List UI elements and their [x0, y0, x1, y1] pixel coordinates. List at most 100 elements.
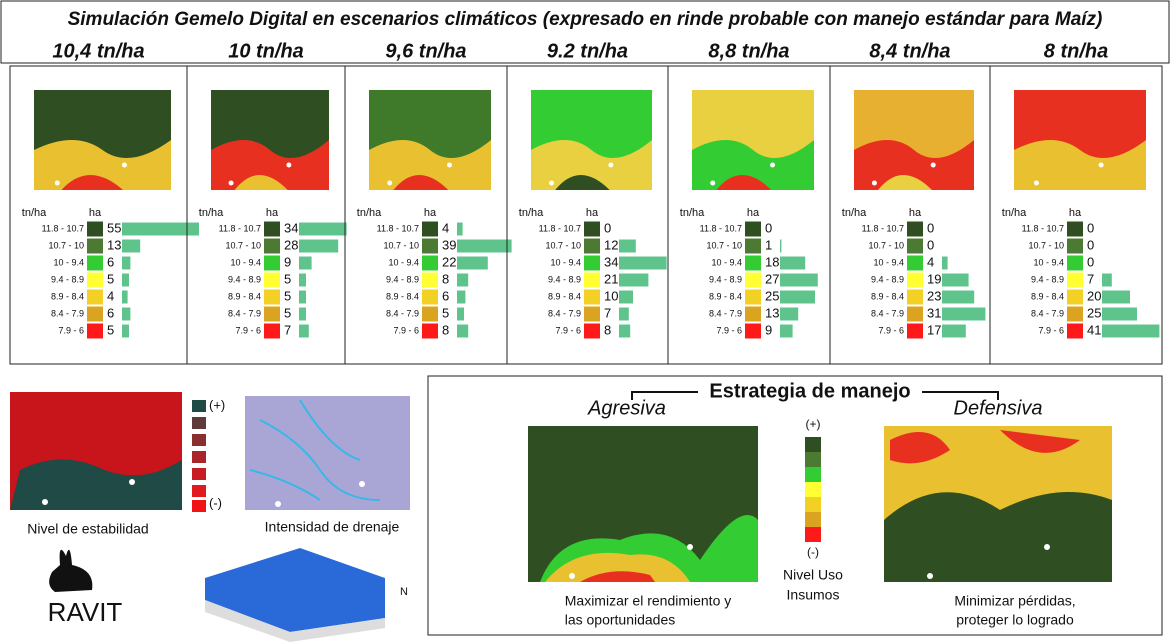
map-zone	[545, 552, 690, 582]
class-swatch	[422, 238, 438, 254]
bar	[942, 273, 969, 287]
map-point	[447, 162, 453, 168]
caption: Minimizar pérdidas,	[954, 593, 1075, 609]
category-label: 10 - 9.4	[873, 257, 904, 267]
category-label: 7.9 - 6	[58, 325, 84, 335]
class-swatch	[264, 323, 280, 339]
bar	[780, 324, 793, 338]
bar	[457, 324, 469, 338]
value-label: 12	[604, 237, 618, 252]
category-label: 7.9 - 6	[393, 325, 419, 335]
terrain-side	[205, 600, 385, 642]
value-label: 25	[1087, 305, 1101, 320]
map-point	[770, 162, 776, 168]
value-header: ha	[266, 207, 279, 219]
class-swatch	[1067, 221, 1083, 237]
category-label: 10 - 9.4	[230, 257, 261, 267]
bar	[619, 256, 667, 270]
map-zone	[555, 175, 610, 190]
map-point	[569, 573, 575, 579]
bar	[942, 290, 975, 304]
value-label: 31	[927, 305, 941, 320]
aggressive-label: Agresiva	[587, 397, 666, 419]
bar	[122, 290, 128, 304]
value-label: 5	[284, 271, 291, 286]
bar	[619, 324, 631, 338]
class-swatch	[1067, 289, 1083, 305]
arrows	[631, 391, 999, 400]
class-swatch	[584, 255, 600, 271]
category-label: 10 - 9.4	[550, 257, 581, 267]
map-zone	[61, 175, 124, 190]
category-label: 11.8 - 10.7	[700, 223, 742, 233]
value-label: 9	[765, 322, 772, 337]
category-label: 8.4 - 7.9	[228, 308, 261, 318]
map-point	[54, 180, 60, 186]
value-label: 22	[442, 254, 456, 269]
class-swatch	[584, 323, 600, 339]
bar	[122, 222, 199, 236]
scenario-box	[9, 65, 1163, 365]
value-label: 39	[442, 237, 456, 252]
scale-label: Nivel Uso	[783, 567, 843, 583]
category-label: 9.4 - 8.9	[871, 274, 904, 284]
bar	[780, 239, 782, 253]
value-label: 0	[604, 220, 611, 235]
map-point	[129, 479, 135, 485]
category-label: 8.9 - 8.4	[871, 291, 904, 301]
class-swatch	[584, 289, 600, 305]
value-label: 55	[107, 220, 121, 235]
map-point	[1044, 544, 1050, 550]
class-swatch	[745, 255, 761, 271]
bar	[1102, 273, 1112, 287]
category-header: tn/ha	[22, 207, 47, 219]
bar	[122, 273, 129, 287]
map-zone	[34, 140, 171, 190]
value-label: 0	[1087, 254, 1094, 269]
value-label: 27	[765, 271, 779, 286]
stability-zone	[10, 459, 182, 510]
category-label: 10 - 9.4	[388, 257, 419, 267]
category-label: 9.4 - 8.9	[51, 274, 84, 284]
bar	[942, 324, 966, 338]
value-label: 8	[442, 322, 449, 337]
value-label: 18	[765, 254, 779, 269]
class-swatch	[87, 221, 103, 237]
bar	[299, 273, 306, 287]
class-swatch	[745, 238, 761, 254]
class-swatch	[264, 255, 280, 271]
category-label: 11.8 - 10.7	[1022, 223, 1064, 233]
class-swatch	[264, 238, 280, 254]
category-label: 8.4 - 7.9	[386, 308, 419, 318]
value-label: 0	[765, 220, 772, 235]
map-point	[930, 162, 936, 168]
class-swatch	[422, 272, 438, 288]
value-label: 5	[284, 288, 291, 303]
class-swatch	[87, 272, 103, 288]
map-point	[871, 180, 877, 186]
category-label: 11.8 - 10.7	[42, 223, 84, 233]
defensive-label: Defensiva	[954, 397, 1043, 419]
category-label: 9.4 - 8.9	[709, 274, 742, 284]
value-label: 5	[107, 322, 114, 337]
class-swatch	[745, 289, 761, 305]
bar	[942, 307, 986, 321]
category-label: 11.8 - 10.7	[862, 223, 904, 233]
class-swatch	[584, 306, 600, 322]
value-label: 8	[442, 271, 449, 286]
bar	[299, 239, 339, 253]
class-swatch	[264, 289, 280, 305]
bar	[299, 222, 347, 236]
class-swatch	[907, 289, 923, 305]
value-header: ha	[424, 207, 437, 219]
bar	[122, 239, 141, 253]
value-label: 13	[107, 237, 121, 252]
value-label: 34	[284, 220, 298, 235]
title-box	[0, 0, 1170, 64]
class-swatch	[87, 289, 103, 305]
map-zone	[1014, 140, 1146, 190]
bar	[942, 256, 948, 270]
map-zone	[531, 140, 652, 190]
category-label: 8.4 - 7.9	[871, 308, 904, 318]
bar	[457, 222, 463, 236]
